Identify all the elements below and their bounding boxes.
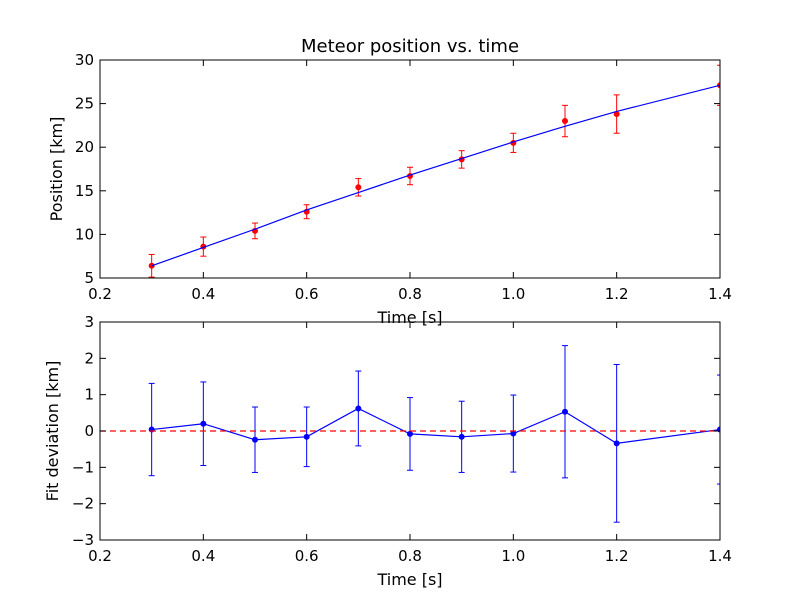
deviation-data-point	[200, 420, 207, 427]
deviation-x-tick-label: 1.2	[605, 547, 629, 565]
chart-title: Meteor position vs. time	[301, 36, 519, 57]
position-y-tick-label: 20	[75, 138, 94, 156]
deviation-clipped-marks	[100, 345, 720, 523]
deviation-y-tick-label: 3	[84, 313, 94, 331]
deviation-x-tick-label: 0.6	[295, 547, 319, 565]
position-y-ticks: 5 10 15 20 25 30	[75, 51, 720, 287]
position-x-tick-label: 1.0	[501, 285, 525, 303]
position-x-tick-label: 0.4	[191, 285, 215, 303]
position-data-point	[562, 118, 568, 125]
position-x-tick-label: 0.2	[88, 285, 112, 303]
deviation-x-tick-label: 1.4	[708, 547, 732, 565]
deviation-x-axis-label: Time [s]	[376, 570, 442, 589]
deviation-data-point	[510, 430, 517, 437]
deviation-data-point	[562, 408, 568, 415]
deviation-data-point	[303, 433, 310, 440]
position-clipped-marks	[148, 64, 720, 278]
position-y-axis-label: Position [km]	[47, 117, 66, 222]
position-y-tick-label: 10	[75, 225, 94, 243]
position-plot-marks	[148, 64, 720, 278]
position-series-line	[151, 84, 720, 267]
deviation-data-point	[613, 440, 620, 447]
position-y-tick-label: 30	[75, 51, 94, 69]
position-x-tick-label: 0.8	[398, 285, 422, 303]
position-x-ticks: 0.2 0.4 0.6 0.8 1.0 1.2 1.4	[88, 60, 732, 303]
deviation-data-point	[458, 433, 465, 440]
position-y-tick-label: 5	[84, 269, 94, 287]
deviation-data-point	[355, 405, 362, 412]
position-x-tick-label: 1.2	[605, 285, 629, 303]
deviation-y-tick-label: 1	[84, 386, 94, 404]
deviation-x-tick-label: 1.0	[501, 547, 525, 565]
deviation-y-tick-label: −1	[72, 458, 94, 476]
position-x-tick-label: 1.4	[708, 285, 732, 303]
position-x-tick-label: 0.6	[295, 285, 319, 303]
position-data-point	[355, 184, 362, 191]
deviation-y-ticks: −3 −2 −1 0 1 2 3	[72, 313, 720, 549]
deviation-x-tick-label: 0.2	[88, 547, 112, 565]
deviation-data-point	[407, 430, 413, 437]
deviation-y-tick-label: −2	[72, 495, 94, 513]
deviation-data-point	[252, 436, 258, 443]
deviation-y-tick-label: 0	[84, 422, 94, 440]
deviation-panel: 0.2 0.4 0.6 0.8 1.0 1.2 1.4 −3 −2 −1 0 1 2 3 Time [s…	[43, 313, 732, 589]
deviation-x-tick-label: 0.4	[191, 547, 215, 565]
deviation-x-ticks: 0.2 0.4 0.6 0.8 1.0 1.2 1.4	[88, 322, 732, 565]
position-y-tick-label: 15	[75, 182, 94, 200]
deviation-plot-marks	[100, 345, 720, 523]
deviation-series-line	[151, 407, 720, 444]
deviation-y-axis-label: Fit deviation [km]	[43, 361, 62, 502]
deviation-y-tick-label: −3	[72, 531, 94, 549]
deviation-y-tick-label: 2	[84, 349, 94, 367]
position-panel: Meteor position vs. time 0.2 0.4 0.6 0.8 1.0…	[47, 36, 732, 327]
deviation-x-tick-label: 0.8	[398, 547, 422, 565]
position-y-tick-label: 25	[75, 95, 94, 113]
